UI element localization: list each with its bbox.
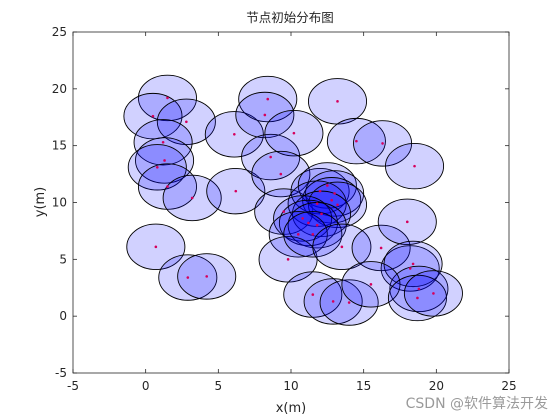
y-tick-label: 25 <box>52 25 67 39</box>
node-point <box>266 97 270 101</box>
node-point <box>292 131 296 135</box>
y-axis-ticks: -5 0 5 10 15 20 25 <box>52 25 509 380</box>
node-point <box>315 202 319 205</box>
chart-title: 节点初始分布图 <box>246 10 334 25</box>
node-point <box>301 217 304 220</box>
node-points <box>151 96 435 304</box>
node-point <box>186 276 190 279</box>
node-point <box>331 300 335 303</box>
node-point <box>417 287 421 291</box>
x-tick-label: 20 <box>429 379 444 393</box>
node-point <box>379 246 383 250</box>
node-point <box>416 296 419 300</box>
node-point <box>413 164 416 168</box>
node-point <box>263 113 267 117</box>
node-point <box>333 192 336 195</box>
node-point <box>151 114 155 118</box>
node-point <box>408 267 412 270</box>
node-point <box>336 203 339 207</box>
node-point <box>311 293 315 296</box>
node-point <box>269 155 272 159</box>
y-tick-label: 10 <box>52 196 67 210</box>
node-point <box>307 221 310 225</box>
node-point <box>279 172 283 176</box>
node-point <box>161 140 165 144</box>
node-point <box>296 233 300 236</box>
node-point <box>282 210 286 213</box>
node-point <box>205 275 209 278</box>
node-point <box>311 233 315 236</box>
y-tick-label: 0 <box>59 309 67 323</box>
node-point <box>411 262 415 266</box>
y-tick-label: -5 <box>55 366 67 380</box>
y-axis-label: y(m) <box>33 187 48 218</box>
node-point <box>355 139 358 143</box>
x-tick-label: 0 <box>142 379 150 393</box>
node-point <box>185 120 188 124</box>
node-point <box>347 301 351 304</box>
y-tick-label: 5 <box>59 252 67 266</box>
x-axis-ticks: -5 0 5 10 15 20 25 <box>67 32 517 393</box>
node-point <box>190 196 194 200</box>
node-point <box>330 198 333 202</box>
node-point <box>166 185 169 188</box>
node-point <box>320 212 323 216</box>
node-point <box>340 245 344 249</box>
node-point <box>381 142 384 145</box>
y-tick-label: 15 <box>52 139 67 153</box>
x-tick-label: 5 <box>215 379 223 393</box>
node-point <box>286 258 290 261</box>
x-tick-label: 15 <box>356 379 371 393</box>
node-point <box>155 165 159 169</box>
y-tick-label: 20 <box>52 82 67 96</box>
node-point <box>233 133 236 136</box>
node-point <box>369 283 373 286</box>
node-point <box>315 223 319 227</box>
node-point <box>166 96 169 100</box>
node-point <box>163 159 166 162</box>
x-tick-label: 10 <box>283 379 298 393</box>
node-point <box>318 189 322 193</box>
x-tick-label: -5 <box>67 379 79 393</box>
x-axis-label: x(m) <box>276 401 307 416</box>
node-point <box>405 220 409 224</box>
node-point <box>234 189 238 193</box>
node-point <box>154 245 158 249</box>
node-point <box>336 100 339 103</box>
node-point <box>432 292 435 295</box>
x-tick-label: 25 <box>501 379 516 393</box>
watermark-text: CSDN @软件算法开发 <box>406 396 548 412</box>
node-point <box>326 184 329 187</box>
